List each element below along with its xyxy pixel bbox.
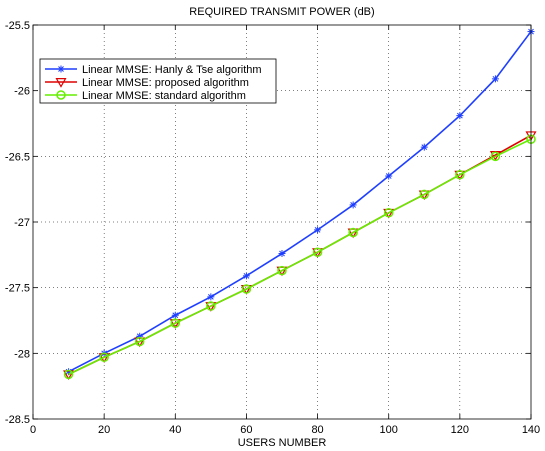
data-point — [63, 369, 74, 380]
ticks: 0 20 40 60 80 100 120 140 -28.5 -28 -27.5 -27 -26.5 -… — [5, 20, 540, 436]
data-point — [419, 189, 430, 200]
data-point — [455, 169, 465, 180]
data-point — [314, 226, 322, 234]
y-tick-label: -25.5 — [5, 20, 30, 32]
data-point — [277, 265, 287, 276]
data-point — [349, 201, 357, 209]
data-point — [99, 352, 109, 363]
data-point — [420, 143, 428, 151]
x-tick-label: 40 — [169, 424, 181, 436]
legend-box — [39, 58, 277, 104]
x-tick-label: 20 — [98, 424, 110, 436]
y-tick-label: -27 — [14, 217, 30, 229]
legend-label: Linear MMSE: Hanly & Tse algorithm — [82, 64, 262, 76]
x-tick-label: 100 — [380, 424, 398, 436]
data-point — [206, 301, 216, 311]
data-point — [171, 311, 179, 319]
data-point — [242, 272, 250, 280]
legend-marker — [55, 78, 67, 88]
data-point — [134, 336, 145, 347]
y-tick-label: -28.5 — [5, 414, 30, 426]
legend: Linear MMSE: Hanly & Tse algorithmLinear… — [39, 58, 277, 104]
data-point — [170, 318, 181, 328]
legend-entry: Linear MMSE: standard algorithm — [45, 90, 246, 102]
legend-label: Linear MMSE: standard algorithm — [82, 90, 246, 102]
data-point — [241, 284, 252, 294]
data-point — [312, 247, 323, 257]
data-point — [207, 293, 215, 301]
data-point — [383, 208, 394, 218]
legend-marker — [56, 90, 66, 100]
series-layer — [63, 28, 537, 381]
series-line — [68, 31, 532, 373]
grid — [33, 25, 531, 419]
series-2 — [63, 131, 537, 381]
y-tick-label: -26 — [14, 86, 30, 98]
series-line — [68, 138, 532, 376]
data-point — [491, 75, 499, 83]
chart-title: REQUIRED TRANSMIT POWER (dB) — [189, 6, 374, 18]
y-tick-label: -27.5 — [5, 283, 30, 295]
y-tick-label: -26.5 — [5, 151, 30, 163]
legend-entry: Linear MMSE: proposed algorithm — [45, 77, 249, 89]
x-tick-label: 120 — [451, 424, 469, 436]
x-tick-label: 140 — [522, 424, 540, 436]
legend-entry: Linear MMSE: Hanly & Tse algorithm — [45, 64, 262, 76]
data-point — [456, 112, 464, 120]
series-3 — [63, 134, 536, 380]
x-axis-label: USERS NUMBER — [238, 437, 327, 449]
data-point — [385, 172, 393, 180]
legend-label: Linear MMSE: proposed algorithm — [82, 77, 249, 89]
legend-marker — [57, 65, 65, 73]
data-point — [348, 227, 358, 238]
data-point — [490, 151, 501, 162]
data-point — [278, 250, 286, 258]
x-tick-label: 80 — [311, 424, 323, 436]
x-tick-label: 0 — [30, 424, 36, 436]
x-tick-label: 60 — [240, 424, 252, 436]
y-tick-label: -28 — [14, 348, 30, 360]
